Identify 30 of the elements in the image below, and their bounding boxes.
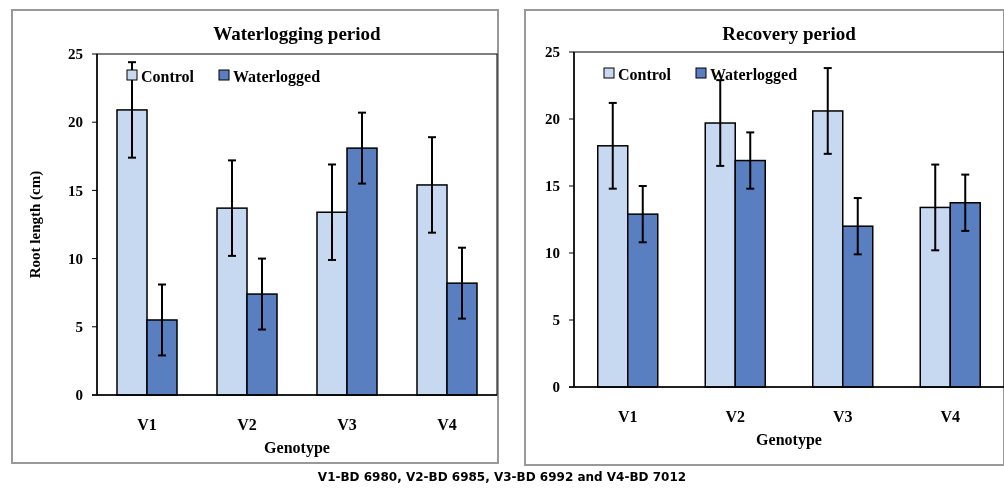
x-tick-label: V3	[832, 408, 853, 425]
chart-title: Waterlogging period	[213, 23, 382, 44]
y-tick-label: 0	[75, 387, 83, 404]
x-tick-label: V3	[337, 416, 357, 433]
y-tick-label: 25	[68, 46, 83, 63]
y-tick-label: 10	[545, 245, 560, 262]
legend-label: Control	[618, 65, 672, 83]
y-tick-label: 15	[545, 178, 560, 195]
x-tick-label: V4	[437, 416, 457, 433]
y-axis-title: Root length (cm)	[27, 170, 44, 279]
x-tick-label: V1	[137, 416, 157, 433]
legend-label: Waterlogged	[710, 65, 798, 84]
y-tick-label: 0	[552, 379, 560, 396]
text: V1-BD 6980, V2-BD 6985, V3-BD 6992 and V4-BD 7012	[317, 470, 687, 484]
y-tick-label: 5	[552, 312, 560, 329]
x-tick-label: V2	[237, 416, 257, 433]
legend-label: Waterlogged	[233, 67, 321, 86]
x-axis-title: Genotype	[756, 431, 822, 449]
y-tick-label: 25	[545, 44, 560, 61]
chart-title: Recovery period	[722, 23, 857, 44]
y-tick-label: 20	[545, 111, 560, 128]
x-tick-label: V2	[725, 408, 746, 425]
y-tick-label: 15	[68, 182, 83, 199]
y-tick-label: 5	[75, 319, 83, 336]
x-tick-label: V4	[940, 408, 961, 425]
y-tick-label: 10	[68, 250, 83, 267]
x-tick-label: V1	[617, 408, 638, 425]
legend-label: Control	[141, 67, 195, 85]
x-axis-title: Genotype	[264, 439, 330, 457]
y-tick-label: 20	[68, 114, 83, 131]
